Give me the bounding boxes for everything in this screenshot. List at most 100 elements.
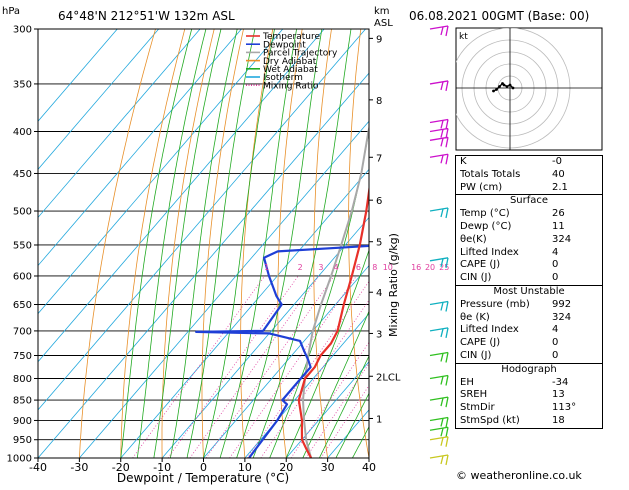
index-row: StmSpd (kt) 18 — [456, 415, 602, 428]
index-row: PW (cm) 2.1 — [456, 182, 602, 195]
wind-barb-shaft — [430, 397, 448, 400]
wind-barb-feather — [446, 417, 448, 427]
wind-barb-feather — [446, 397, 448, 407]
wind-barbs — [430, 26, 448, 465]
index-label: Lifted Index — [460, 324, 519, 337]
most-unstable-title: Most Unstable — [456, 285, 602, 299]
wind-barb-feather — [441, 456, 443, 464]
index-value: 324 — [552, 312, 598, 325]
isotherm-line — [0, 29, 324, 458]
index-row: EH-34 — [456, 377, 602, 390]
wind-barb-shaft — [430, 437, 448, 440]
index-label: StmSpd (kt) — [460, 415, 520, 428]
pressure-tick-label: 850 — [13, 396, 32, 407]
wind-barb-feather — [446, 26, 448, 36]
wind-barb-feather — [446, 154, 448, 164]
wet-adiabat-line — [286, 29, 423, 458]
index-label: StmDir — [460, 402, 495, 415]
pressure-tick-label: 300 — [13, 25, 32, 36]
wind-barb-shaft — [430, 352, 448, 355]
index-label: Pressure (mb) — [460, 299, 530, 312]
index-label: Temp (°C) — [460, 208, 510, 221]
index-value: 26 — [552, 208, 598, 221]
mixing-ratio-line — [230, 276, 357, 458]
index-value: 0 — [552, 350, 598, 363]
mixing-ratio-line — [321, 276, 442, 458]
wind-barb-feather — [441, 209, 443, 217]
wet-adiabat-line — [137, 29, 206, 458]
dry-adiabat-line — [79, 29, 155, 458]
wind-barb-feather — [441, 155, 443, 163]
x-axis-title: Dewpoint / Temperature (°C) — [117, 471, 289, 485]
index-label: PW (cm) — [460, 182, 502, 195]
wind-barb-feather — [446, 137, 448, 147]
wind-barb-shaft — [430, 154, 448, 157]
station-title: 64°48'N 212°51'W 132m ASL — [58, 9, 235, 23]
index-value: 2.1 — [552, 182, 598, 195]
pressure-unit-label: hPa — [2, 6, 20, 17]
mixing-ratio-label: 6 — [356, 263, 361, 272]
mixing-ratio-line — [190, 276, 319, 458]
x-tick-label: 30 — [321, 461, 335, 474]
wind-barb-shaft — [430, 455, 448, 458]
km-tick-label: 8 — [376, 96, 382, 107]
asl-unit-label: ASL — [374, 18, 393, 29]
wind-barb-feather — [441, 27, 443, 35]
index-label: Dewp (°C) — [460, 221, 511, 234]
wet-adiabat-line — [187, 29, 255, 458]
index-label: θe (K) — [460, 312, 490, 325]
wind-barb-shaft — [430, 375, 448, 378]
index-value: 0 — [552, 337, 598, 350]
index-value: 18 — [552, 415, 598, 428]
date-title: 06.08.2021 00GMT (Base: 00) — [409, 9, 589, 23]
wind-barb-feather — [446, 437, 448, 447]
pressure-tick-label: 950 — [13, 435, 32, 446]
mixing-ratio-label: 20 — [425, 263, 435, 272]
mixing-ratio-label: 8 — [372, 263, 377, 272]
km-tick-label: 7 — [376, 153, 382, 164]
pressure-tick-label: 700 — [13, 326, 32, 337]
isotherm-line — [0, 29, 366, 458]
wind-barb-feather — [441, 398, 443, 406]
index-label: SREH — [460, 389, 487, 402]
index-label: CAPE (J) — [460, 259, 500, 272]
index-value: 0 — [552, 272, 598, 285]
wet-adiabat-line — [253, 29, 351, 458]
wind-barb-feather — [446, 302, 448, 312]
wind-barb-feather — [441, 120, 443, 128]
index-value: 0 — [552, 259, 598, 272]
index-label: CAPE (J) — [460, 337, 500, 350]
index-row: SREH 13 — [456, 389, 602, 402]
index-value: 4 — [552, 247, 598, 260]
index-row: Pressure (mb)992 — [456, 299, 602, 312]
km-tick-label: 5 — [376, 238, 382, 249]
isotherm-line — [38, 29, 407, 458]
x-tick-label: -40 — [29, 461, 47, 474]
mixing-ratio-axis-title: Mixing Ratio (g/kg) — [387, 233, 400, 337]
index-row: Temp (°C) 26 — [456, 208, 602, 221]
pressure-tick-label: 900 — [13, 416, 32, 427]
credit-text: © weatheronline.co.uk — [456, 469, 582, 482]
wind-barb-shaft — [430, 427, 448, 430]
dry-adiabat-line — [415, 29, 452, 458]
wind-barb-shaft — [430, 119, 448, 122]
index-value: 13 — [552, 389, 598, 402]
wind-barb-feather — [441, 303, 443, 311]
index-value: -0 — [552, 156, 598, 169]
wind-barb-feather — [446, 208, 448, 218]
index-row: CAPE (J) 0 — [456, 259, 602, 272]
pressure-tick-label: 800 — [13, 374, 32, 385]
km-unit-label: km — [374, 6, 390, 17]
wind-barb-feather — [441, 329, 443, 337]
wind-barb-feather — [441, 138, 443, 146]
wind-barb-shaft — [430, 129, 448, 132]
pressure-tick-label: 500 — [13, 207, 32, 218]
pressure-tick-label: 600 — [13, 271, 32, 282]
pressure-tick-label: 750 — [13, 351, 32, 362]
